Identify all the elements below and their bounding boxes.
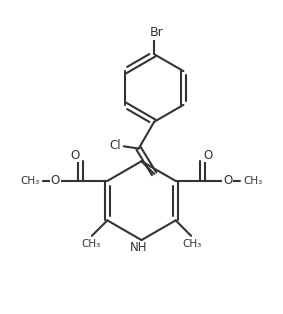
Text: Br: Br — [150, 26, 164, 39]
Text: CH₃: CH₃ — [20, 176, 39, 186]
Text: O: O — [203, 149, 213, 161]
Text: O: O — [70, 149, 80, 161]
Text: NH: NH — [130, 241, 147, 254]
Text: O: O — [223, 174, 232, 187]
Text: CH₃: CH₃ — [244, 176, 263, 186]
Text: CH₃: CH₃ — [183, 239, 202, 249]
Text: Cl: Cl — [110, 139, 121, 152]
Text: O: O — [51, 174, 60, 187]
Text: CH₃: CH₃ — [81, 239, 100, 249]
